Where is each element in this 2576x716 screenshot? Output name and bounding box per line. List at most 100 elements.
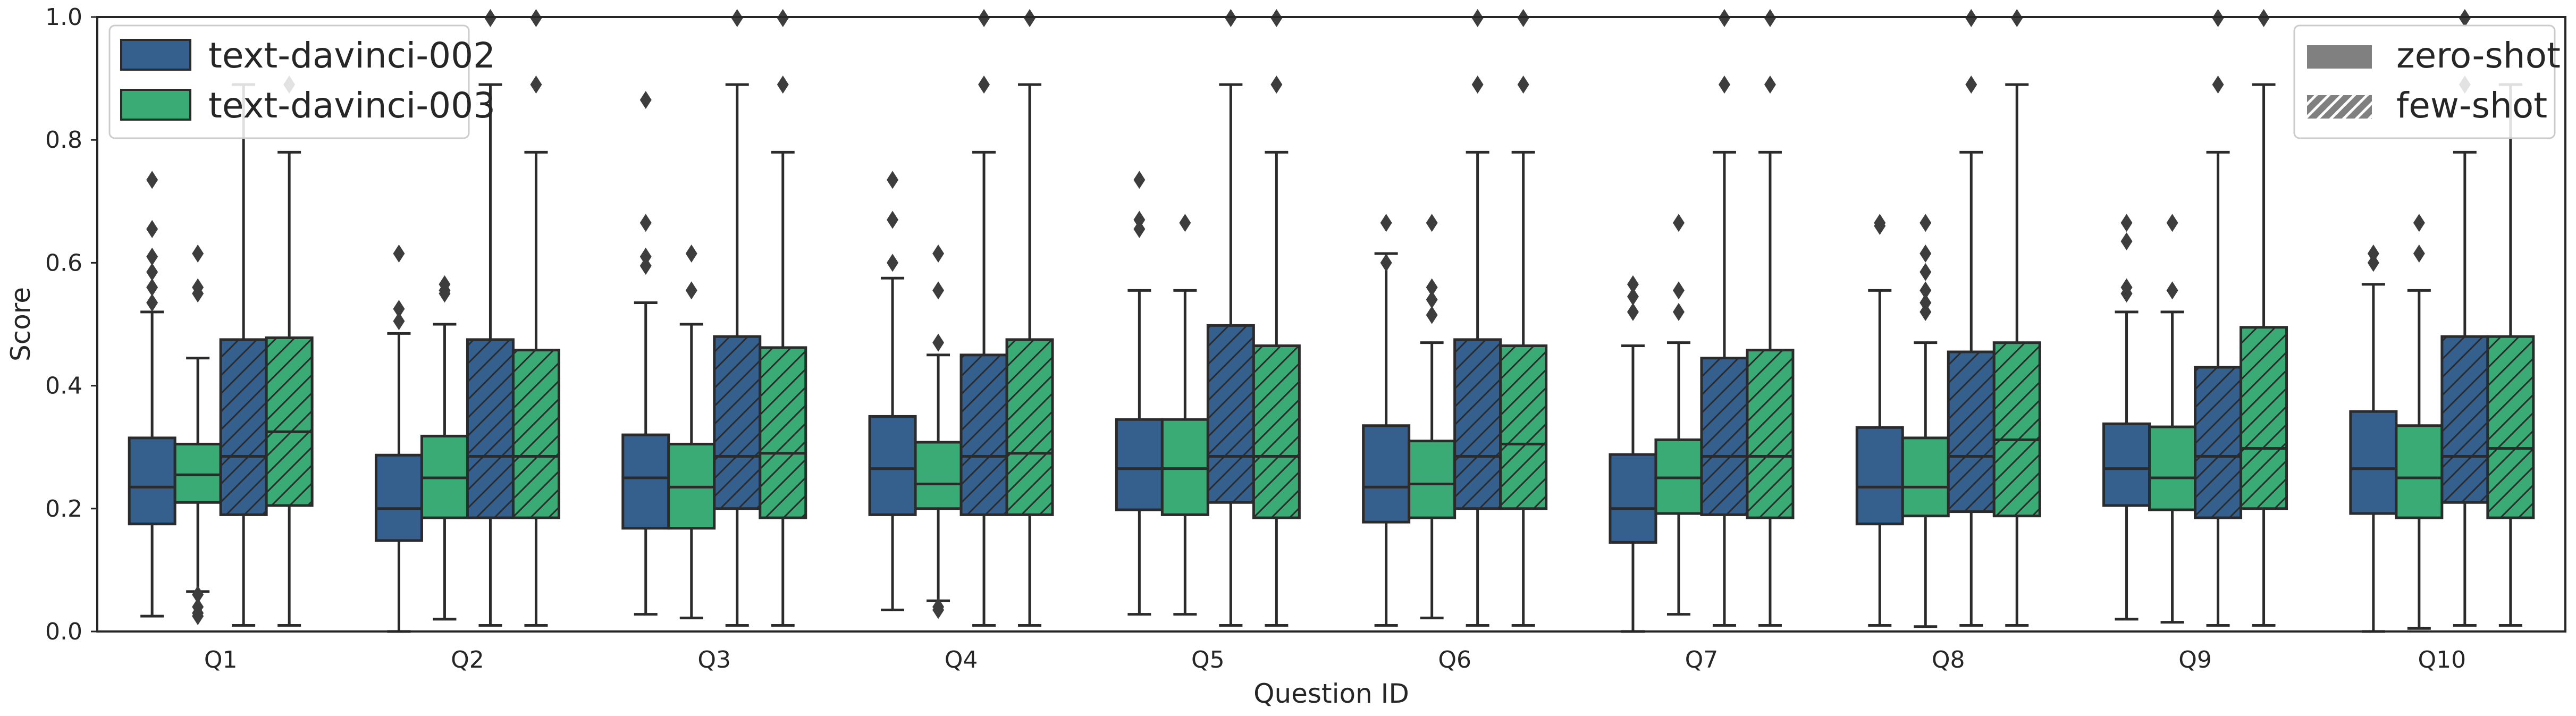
iqr-box (2102, 422, 2151, 507)
boxes-layer (128, 9, 2535, 633)
iqr-box (1901, 436, 1950, 518)
outlier-marker (1179, 214, 1191, 232)
outlier-marker (1380, 254, 1392, 272)
iqr-box (2148, 425, 2197, 511)
outlier-marker (1672, 214, 1685, 232)
outlier-marker (192, 284, 204, 303)
box-Q1-text-davinci-002-zero-shot (128, 171, 176, 618)
box-Q1-text-davinci-003-zero-shot (173, 245, 222, 626)
hatch-overlay (1208, 325, 1254, 503)
outlier-marker (777, 75, 789, 94)
outlier-marker (1920, 245, 1932, 263)
y-tick-label: 0.2 (45, 495, 82, 523)
outlier-marker (639, 257, 652, 275)
hatch-overlay (1454, 339, 1501, 509)
box-Q4-text-davinci-002-zero-shot (868, 171, 917, 612)
outlier-marker (1627, 287, 1639, 306)
x-tick-label: Q1 (204, 646, 238, 673)
x-axis-label: Question ID (1253, 678, 1409, 709)
box-Q8-text-davinci-002-few-shot (1947, 9, 1996, 627)
box-Q7-text-davinci-003-few-shot (1746, 9, 1795, 627)
x-tick-label: Q2 (451, 646, 484, 673)
outlier-marker (1920, 281, 1932, 300)
outlier-marker (146, 263, 158, 281)
outlier-marker (2166, 281, 2178, 300)
iqr-box (2349, 410, 2398, 515)
outlier-marker (685, 245, 697, 263)
box-Q8-text-davinci-003-zero-shot (1901, 214, 1950, 628)
iqr-box (173, 442, 222, 504)
legend-swatch (2307, 45, 2372, 69)
outlier-marker (393, 300, 405, 318)
hatch-overlay (1994, 342, 2040, 516)
x-tick-label: Q5 (1191, 646, 1225, 673)
outlier-marker (146, 293, 158, 312)
outlier-marker (2120, 232, 2133, 250)
legend-frame (108, 24, 470, 139)
outlier-marker (978, 75, 990, 94)
series-text-davinci-002-zero-shot (128, 91, 2398, 633)
hatch-overlay (2487, 336, 2533, 518)
y-tick-label: 0.6 (45, 249, 82, 276)
outlier-marker (530, 75, 542, 94)
box-Q3-text-davinci-002-few-shot (713, 9, 762, 627)
outlier-marker (639, 247, 652, 266)
outlier-marker (685, 281, 697, 300)
hatch-overlay (266, 338, 313, 506)
box-Q4-text-davinci-003-zero-shot (914, 245, 963, 619)
outlier-marker (1965, 75, 1977, 94)
legend-label: text-davinci-002 (208, 35, 495, 76)
x-tick-label: Q9 (2178, 646, 2212, 673)
hatch-overlay (513, 350, 559, 518)
box-Q9-text-davinci-002-few-shot (2194, 9, 2243, 627)
hatch-overlay (221, 339, 267, 515)
outlier-marker (1133, 220, 1146, 238)
box-Q10-text-davinci-003-few-shot (2486, 83, 2535, 627)
iqr-box (128, 436, 176, 526)
legend-settings: zero-shot few-shot (2293, 24, 2561, 139)
outlier-marker (1672, 302, 1685, 321)
outlier-marker (2367, 245, 2379, 263)
box-Q7-text-davinci-002-few-shot (1700, 9, 1749, 627)
outlier-marker (1920, 214, 1932, 232)
x-tick-label: Q3 (697, 646, 731, 673)
plot-frame (96, 16, 2566, 633)
legend-label: zero-shot (2396, 35, 2561, 76)
legend-label: text-davinci-003 (208, 85, 495, 126)
hatch-overlay (2195, 367, 2241, 518)
outlier-marker (932, 245, 945, 263)
box-Q5-text-davinci-002-zero-shot (1115, 171, 1164, 616)
box-Q4-text-davinci-003-few-shot (1005, 9, 1054, 627)
iqr-box (2395, 424, 2444, 519)
box-Q9-text-davinci-002-zero-shot (2102, 214, 2151, 621)
y-tick-label: 0.0 (45, 618, 82, 645)
outlier-marker (1718, 75, 1730, 94)
outlier-marker (2120, 214, 2133, 232)
outlier-marker (146, 278, 158, 297)
legend-hatch (2307, 95, 2372, 119)
outlier-marker (1920, 293, 1932, 312)
iqr-box (374, 453, 423, 542)
legend-swatch (120, 89, 191, 121)
outlier-marker (2367, 254, 2379, 272)
outlier-marker (2413, 245, 2425, 263)
hatch-overlay (1747, 350, 1793, 518)
legend-models: text-davinci-002 text-davinci-003 (108, 24, 495, 139)
box-Q6-text-davinci-003-zero-shot (1408, 214, 1457, 620)
hatch-overlay (2442, 336, 2488, 503)
x-tick-label: Q4 (945, 646, 978, 673)
outlier-marker (1380, 214, 1392, 232)
hatch-overlay (1948, 352, 1994, 512)
box-Q4-text-davinci-002-few-shot (959, 9, 1008, 627)
iqr-box (1609, 453, 1657, 544)
hatch-overlay (2241, 327, 2287, 509)
box-Q2-text-davinci-003-few-shot (511, 9, 560, 627)
box-Q5-text-davinci-002-few-shot (1206, 9, 1255, 627)
outlier-marker (146, 220, 158, 238)
outlier-marker (2212, 75, 2224, 94)
outlier-marker (1270, 75, 1283, 94)
x-tick-label: Q6 (1438, 646, 1471, 673)
outlier-marker (146, 171, 158, 189)
outlier-marker (639, 214, 652, 232)
